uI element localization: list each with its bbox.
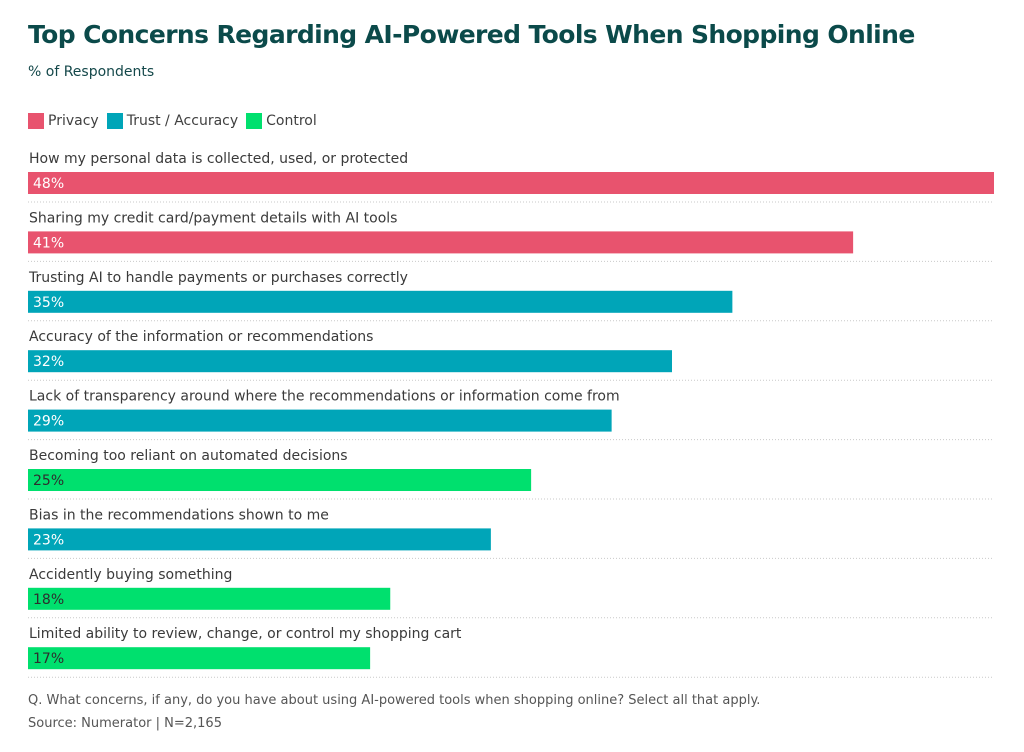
bar-5 (28, 409, 612, 432)
bar-8 (28, 587, 391, 610)
category-label-7: Bias in the recommendations shown to me (29, 507, 329, 523)
footnote-question: Q. What concerns, if any, do you have ab… (28, 693, 761, 708)
bar-6 (28, 469, 532, 491)
bar-value-label-3: 35% (33, 295, 64, 311)
chart-title: Top Concerns Regarding AI-Powered Tools … (28, 20, 915, 49)
bar-2 (28, 231, 854, 254)
bar-9 (28, 647, 371, 670)
bar-7 (28, 528, 491, 551)
bar-value-label-9: 17% (33, 651, 64, 667)
legend-label-control: Control (266, 113, 317, 129)
category-label-6: Becoming too reliant on automated decisi… (29, 448, 348, 464)
bar-4 (28, 350, 672, 373)
category-label-1: How my personal data is collected, used,… (29, 151, 408, 167)
legend-swatch-trust-accuracy (106, 113, 123, 129)
bar-value-label-8: 18% (33, 592, 64, 608)
category-label-3: Trusting AI to handle payments or purcha… (28, 270, 408, 286)
legend-swatch-control (246, 113, 263, 129)
legend: Privacy Trust / Accuracy Control (28, 113, 325, 129)
bar-value-label-5: 29% (33, 414, 64, 430)
legend-item-privacy: Privacy (28, 113, 99, 129)
bar-3 (28, 290, 733, 313)
category-label-4: Accuracy of the information or recommend… (29, 329, 373, 345)
category-label-5: Lack of transparency around where the re… (29, 389, 620, 405)
legend-item-trust-accuracy: Trust / Accuracy (106, 113, 239, 129)
legend-item-control: Control (246, 113, 317, 129)
legend-label-privacy: Privacy (48, 113, 99, 129)
bar-value-label-6: 25% (33, 473, 64, 489)
category-label-2: Sharing my credit card/payment details w… (29, 210, 397, 226)
category-label-9: Limited ability to review, change, or co… (29, 626, 462, 642)
legend-swatch-privacy (28, 113, 44, 129)
category-label-8: Accidently buying something (29, 567, 232, 583)
footnote-source: Source: Numerator | N=2,165 (28, 716, 222, 731)
chart-subtitle: % of Respondents (28, 64, 155, 80)
bar-value-label-1: 48% (33, 176, 64, 192)
bar-value-label-7: 23% (33, 532, 64, 548)
bar-value-label-2: 41% (33, 235, 64, 251)
bar-1 (28, 172, 994, 194)
legend-label-trust-accuracy: Trust / Accuracy (126, 113, 239, 129)
bar-value-label-4: 32% (33, 354, 64, 370)
